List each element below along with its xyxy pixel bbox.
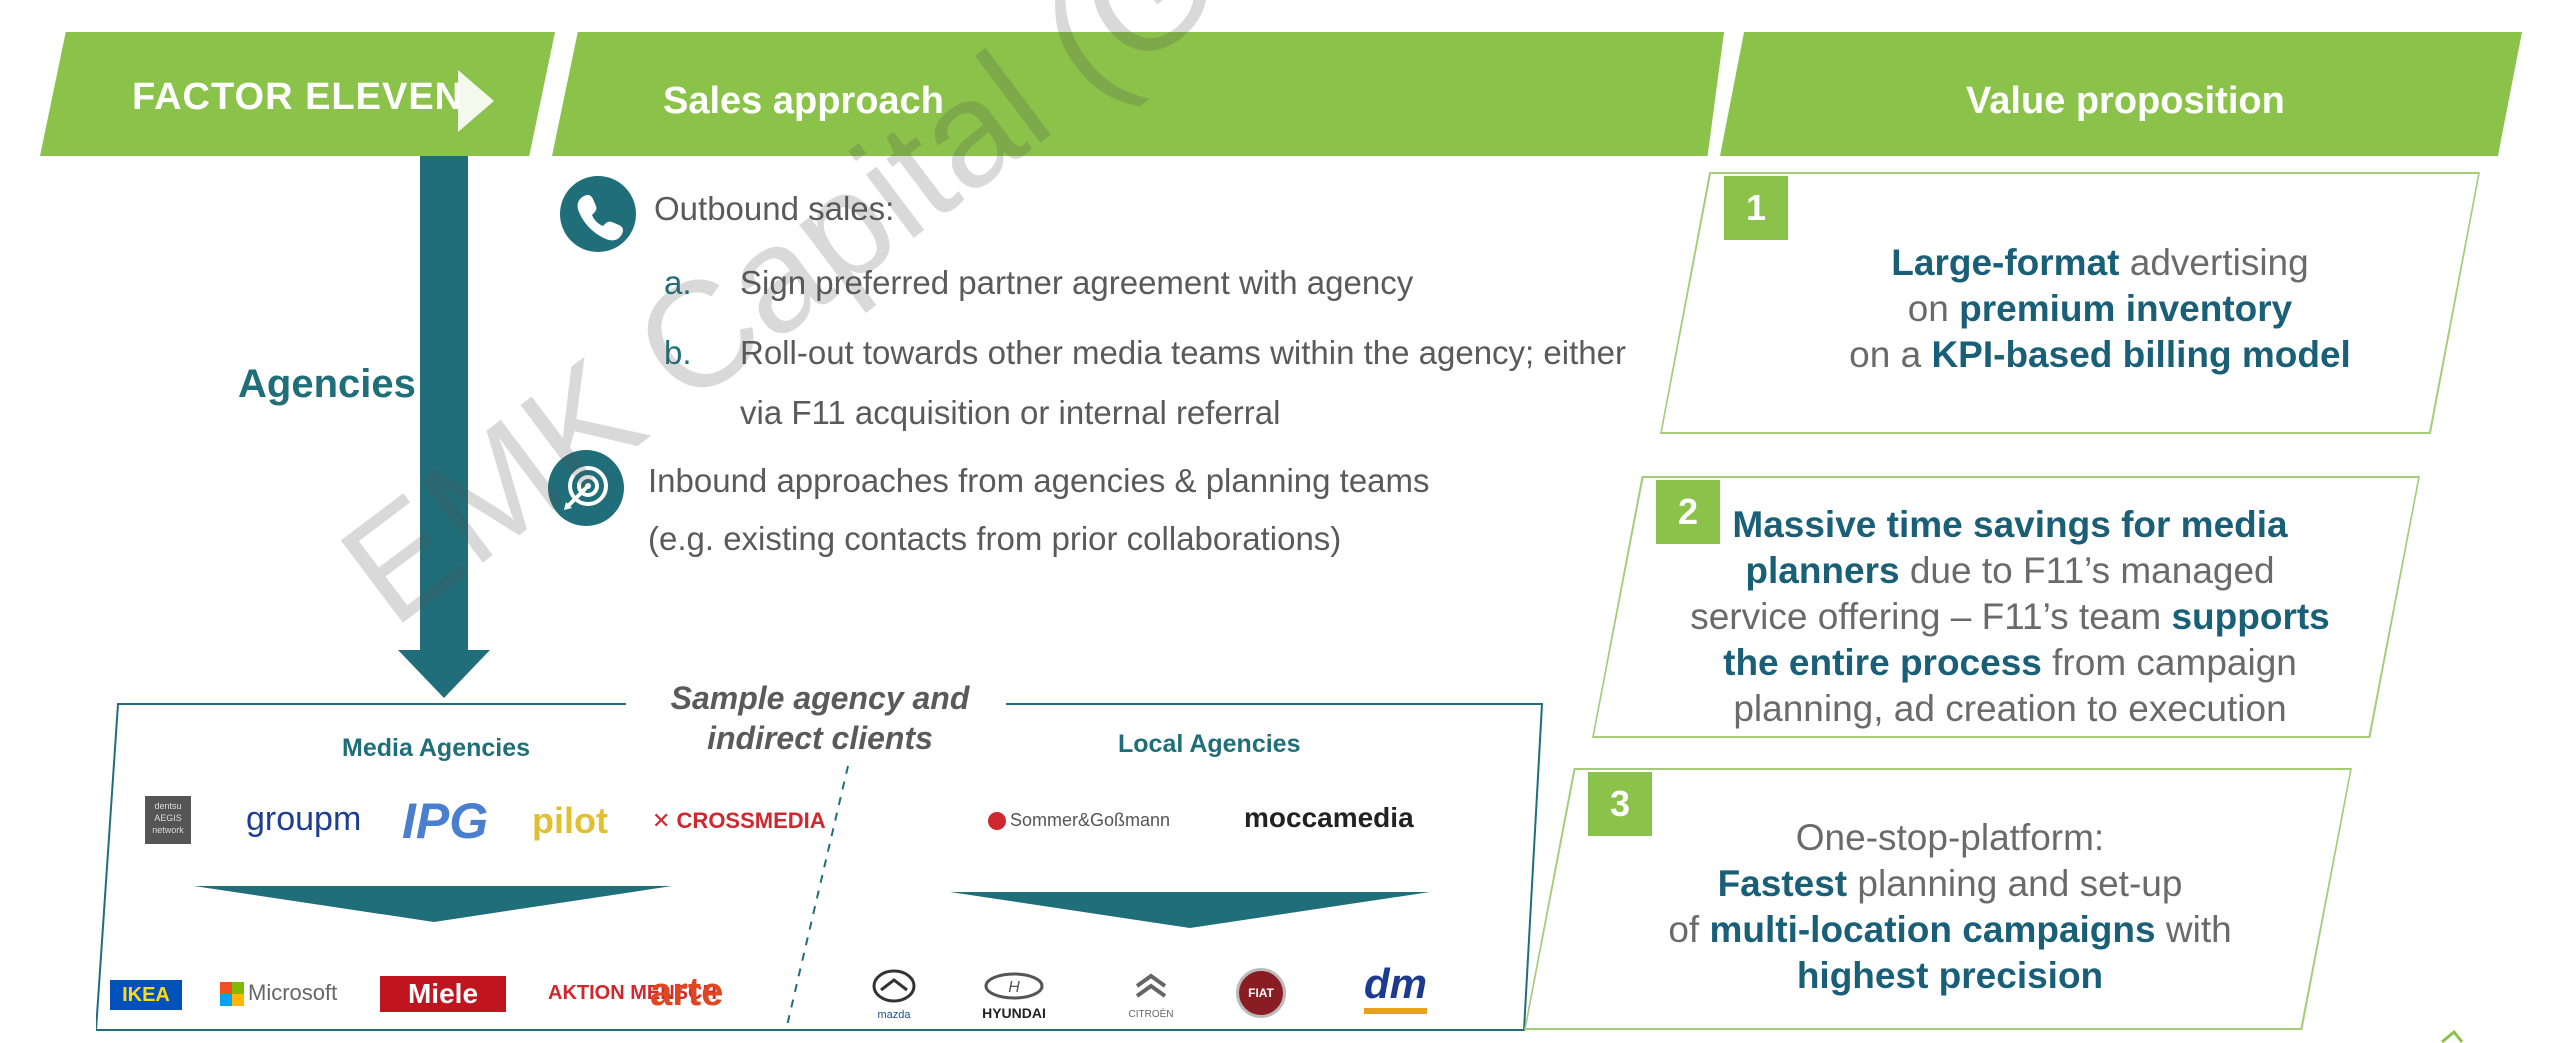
logo-arte: arte [650, 970, 724, 1014]
value-text-3: One-stop-platform: Fastest planning and s… [1580, 815, 2320, 999]
logo-dentsu: dentsu AEGIS network [145, 796, 191, 844]
inbound-line1: Inbound approaches from agencies & plann… [648, 462, 1430, 499]
logo-microsoft-text: Microsoft [248, 980, 338, 1005]
list-letter-b: b. [664, 334, 692, 371]
target-icon [548, 450, 624, 526]
value-text-3-segment: of [1668, 909, 1710, 950]
logo-pilot: pilot [532, 800, 608, 841]
value-text-3-segment: with [2155, 909, 2232, 950]
media-agencies-label: Media Agencies [342, 734, 531, 762]
local-funnel-bar [950, 892, 1430, 928]
logo-moccamedia: moccamedia [1244, 802, 1414, 833]
list-letter-a: a. [664, 264, 692, 301]
value-text-2-segment: from campaign [2041, 642, 2297, 683]
logo-crossmedia: ✕ CROSSMEDIA [652, 808, 826, 833]
svg-text:H: H [1008, 979, 1020, 996]
value-text-3-segment: Fastest [1717, 863, 1848, 904]
value-text-2-segment: due to F11’s managed [1899, 550, 2275, 591]
local-agencies-label: Local Agencies [1118, 730, 1301, 758]
logo-fiat-text: FIAT [1248, 986, 1274, 1000]
logo-fiat: FIAT [1236, 968, 1286, 1018]
sales-approach-banner [552, 32, 1724, 156]
value-text-3-segment: One-stop-platform: [1795, 817, 2105, 858]
value-text-2-segment: Massive time savings for media [1732, 504, 2288, 545]
value-text-3-segment: highest precision [1796, 955, 2104, 996]
list-item-b-line1: Roll-out towards other media teams withi… [740, 334, 1626, 371]
agencies-label: Agencies [238, 362, 416, 406]
logo-dm: dm [1364, 960, 1427, 1014]
agencies-arrow-head [398, 650, 490, 698]
value-text-1-segment: on a [1849, 334, 1932, 375]
sample-title-line2: indirect clients [707, 720, 933, 756]
value-proposition-banner [1720, 32, 2522, 156]
value-text-2: Massive time savings for media planners d… [1640, 502, 2380, 732]
value-text-3-segment: multi-location campaigns [1709, 909, 2156, 950]
media-funnel-bar [194, 886, 672, 922]
value-text-2-segment: supports [2171, 596, 2330, 637]
sample-title-line1: Sample agency and [670, 680, 970, 716]
value-text-2-segment: planning, ad creation to execution [1733, 688, 2287, 729]
logo-text: FACTOR ELEVEN [132, 76, 464, 118]
value-text-1-segment: Large-format [1891, 242, 2120, 283]
logo-citroen: CITROËN [1116, 968, 1186, 1020]
outbound-sales-label: Outbound sales: [654, 190, 895, 227]
logo-citroen-text: CITROËN [1128, 1009, 1174, 1020]
corner-arrow-icon [2441, 1029, 2464, 1043]
value-box-3-inner [1526, 770, 2350, 1028]
logo-ipg: IPG [402, 793, 489, 849]
value-text-1-segment: KPI-based billing model [1931, 334, 2351, 375]
value-text-2-segment: the entire process [1723, 642, 2042, 683]
logo-microsoft: Microsoft [220, 980, 338, 1007]
value-text-1-segment: on [1907, 288, 1960, 329]
value-text-1-segment: premium inventory [1959, 288, 2293, 329]
logo-dentsu-text: dentsu AEGIS network [152, 801, 184, 835]
list-item-b-line2: via F11 acquisition or internal referral [740, 394, 1281, 431]
logo-miele: Miele [380, 976, 506, 1012]
logo-mazda-text: mazda [877, 1009, 911, 1021]
sales-approach-title: Sales approach [663, 80, 944, 122]
phone-icon [560, 176, 636, 252]
logo-sommer: Sommer&Goßmann [988, 810, 1170, 831]
value-box-1-inner [1662, 174, 2478, 432]
logo-hyundai-text: HYUNDAI [982, 1005, 1046, 1021]
value-number-2: 2 [1656, 480, 1720, 544]
logo-arrow-icon [458, 70, 494, 132]
value-proposition-title: Value proposition [1966, 80, 2285, 122]
logo-groupm: groupm [246, 800, 362, 838]
value-number-3: 3 [1588, 772, 1652, 836]
value-number-1: 1 [1724, 176, 1788, 240]
logo-mazda: mazda [864, 968, 924, 1021]
value-text-2-segment: service offering – F11’s team [1690, 596, 2172, 637]
agencies-arrow-shaft [420, 156, 468, 656]
value-text-1: Large-format advertising on premium inven… [1760, 240, 2440, 378]
logo-aktion-mensch: AKTION MENSCH [548, 982, 717, 1004]
value-text-3-segment: planning and set-up [1847, 863, 2183, 904]
sample-box-title: Sample agency and indirect clients [660, 678, 980, 758]
list-item-a-text: Sign preferred partner agreement with ag… [740, 264, 1414, 301]
sample-box-frame [96, 703, 1544, 1031]
logo-crossmedia-text: CROSSMEDIA [676, 808, 826, 833]
value-box-2-inner [1594, 478, 2418, 736]
logo-hyundai: H HYUNDAI [966, 972, 1062, 1021]
logo-ikea: IKEA [110, 980, 182, 1010]
value-text-2-segment: planners [1745, 550, 1900, 591]
inbound-line2: (e.g. existing contacts from prior colla… [648, 520, 1342, 557]
logo-sommer-text: Sommer&Goßmann [1010, 810, 1171, 830]
value-text-1-segment: advertising [2119, 242, 2309, 283]
